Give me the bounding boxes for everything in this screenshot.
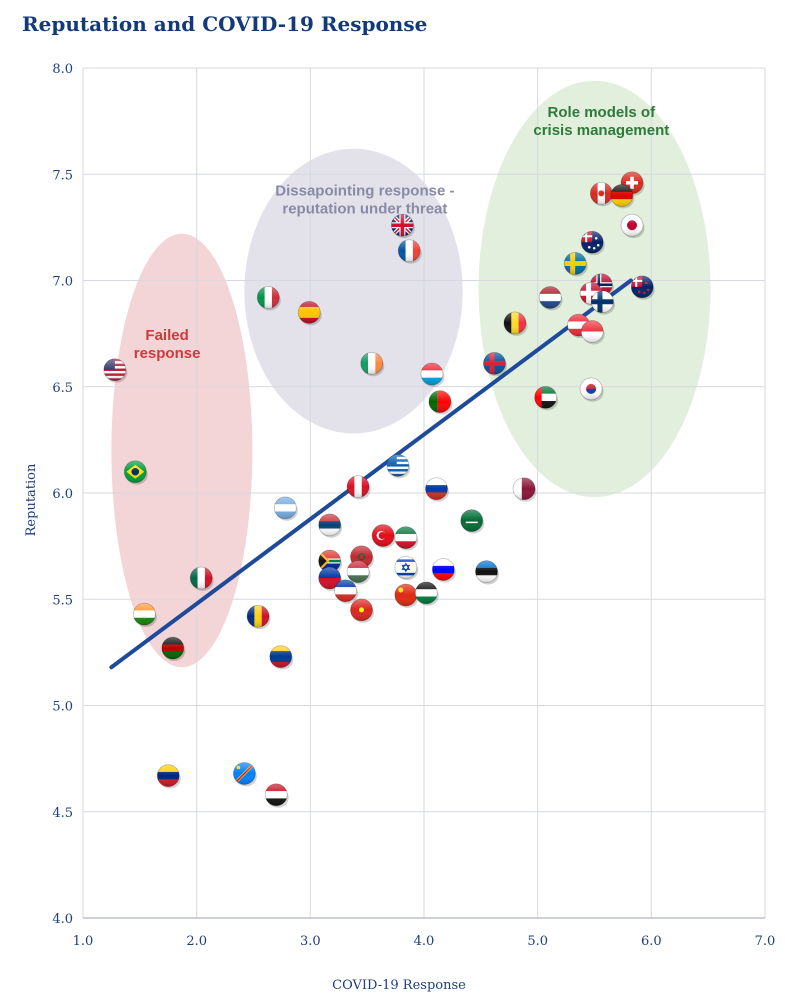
point-united-states	[103, 358, 128, 383]
point-finland	[591, 290, 615, 315]
x-tick-label: 2.0	[186, 934, 207, 949]
y-axis-label: Reputation	[24, 463, 39, 536]
y-tick-label: 6.0	[52, 487, 73, 502]
y-tick-label: 5.5	[52, 593, 73, 608]
point-kuwait	[394, 526, 419, 551]
point-argentina	[273, 496, 298, 521]
grid-layer	[82, 67, 766, 919]
x-tick-label: 1.0	[73, 934, 94, 949]
trendline-layer	[109, 278, 633, 670]
point-uae	[534, 385, 559, 411]
cluster-disappointing-label: reputation under threat	[282, 201, 447, 218]
x-tick-label: 3.0	[300, 934, 321, 949]
trend-line	[109, 278, 633, 670]
x-axis-label: COVID-19 Response	[332, 978, 466, 993]
axes-layer: 1.0 2.0 3.0 4.0 5.0 6.0 7.0 4.0 4.5 5.0 5.5 6.0 6.5 7…	[24, 62, 775, 993]
point-luxembourg	[420, 362, 445, 387]
point-portugal	[428, 390, 453, 415]
point-south-korea	[579, 377, 604, 402]
point-china	[394, 583, 419, 608]
x-tick-label: 6.0	[641, 934, 662, 949]
x-tick-label: 5.0	[527, 934, 548, 949]
x-tick-label: 4.0	[414, 934, 435, 949]
x-tick-label: 7.0	[755, 934, 776, 949]
point-singapore	[580, 320, 605, 345]
point-japan	[620, 213, 645, 239]
point-germany	[610, 184, 635, 209]
cluster-role-models-label: Role models of	[548, 104, 657, 121]
point-philippines	[318, 566, 343, 591]
point-colombia	[269, 645, 294, 670]
point-iceland	[483, 351, 507, 377]
point-jordan	[414, 581, 439, 606]
point-romania	[246, 604, 271, 630]
point-russia	[425, 477, 450, 502]
cluster-role-models-label: crisis management	[533, 122, 669, 139]
point-iraq	[264, 783, 289, 808]
point-greece	[386, 453, 411, 479]
point-dr-congo	[233, 762, 257, 787]
point-venezuela	[156, 764, 181, 789]
cluster-disappointing-label: Dissapointing response -	[275, 183, 454, 200]
point-sweden	[563, 252, 588, 277]
point-turkey	[371, 524, 396, 549]
point-serbia	[318, 513, 343, 538]
cluster-failed-label: response	[134, 345, 201, 362]
point-australia	[580, 230, 605, 256]
chart-title: Reputation and COVID-19 Response	[22, 12, 428, 36]
point-new-zealand	[630, 275, 655, 300]
point-ireland	[360, 351, 385, 377]
point-slovenia	[431, 558, 456, 583]
y-tick-label: 7.5	[52, 168, 73, 183]
point-peru	[346, 475, 371, 500]
y-tick-label: 5.0	[52, 700, 73, 715]
point-saudi-arabia	[460, 509, 485, 534]
y-tick-label: 6.5	[52, 381, 73, 396]
point-india	[132, 602, 157, 628]
point-united-kingdom	[391, 213, 415, 239]
point-brazil	[123, 460, 148, 485]
point-vietnam	[350, 598, 374, 623]
point-mexico	[189, 566, 214, 591]
y-tick-label: 4.0	[52, 912, 73, 927]
point-estonia	[475, 560, 500, 585]
points-layer	[103, 171, 655, 808]
y-tick-label: 8.0	[52, 62, 73, 77]
y-tick-label: 7.0	[52, 275, 73, 290]
point-chile	[334, 579, 359, 604]
point-qatar	[512, 477, 537, 502]
point-south-africa	[318, 549, 343, 574]
point-italy	[256, 286, 281, 311]
y-tick-label: 4.5	[52, 806, 73, 821]
point-spain	[297, 300, 322, 326]
cluster-failed-label: Failed	[145, 327, 188, 344]
cluster-failed-ellipse	[111, 233, 253, 668]
point-hungary	[346, 560, 371, 585]
point-israel	[394, 555, 419, 581]
point-netherlands	[538, 286, 563, 311]
point-france	[397, 239, 422, 264]
point-belgium	[503, 311, 528, 336]
point-kenya	[161, 636, 186, 662]
point-canada	[589, 181, 614, 207]
